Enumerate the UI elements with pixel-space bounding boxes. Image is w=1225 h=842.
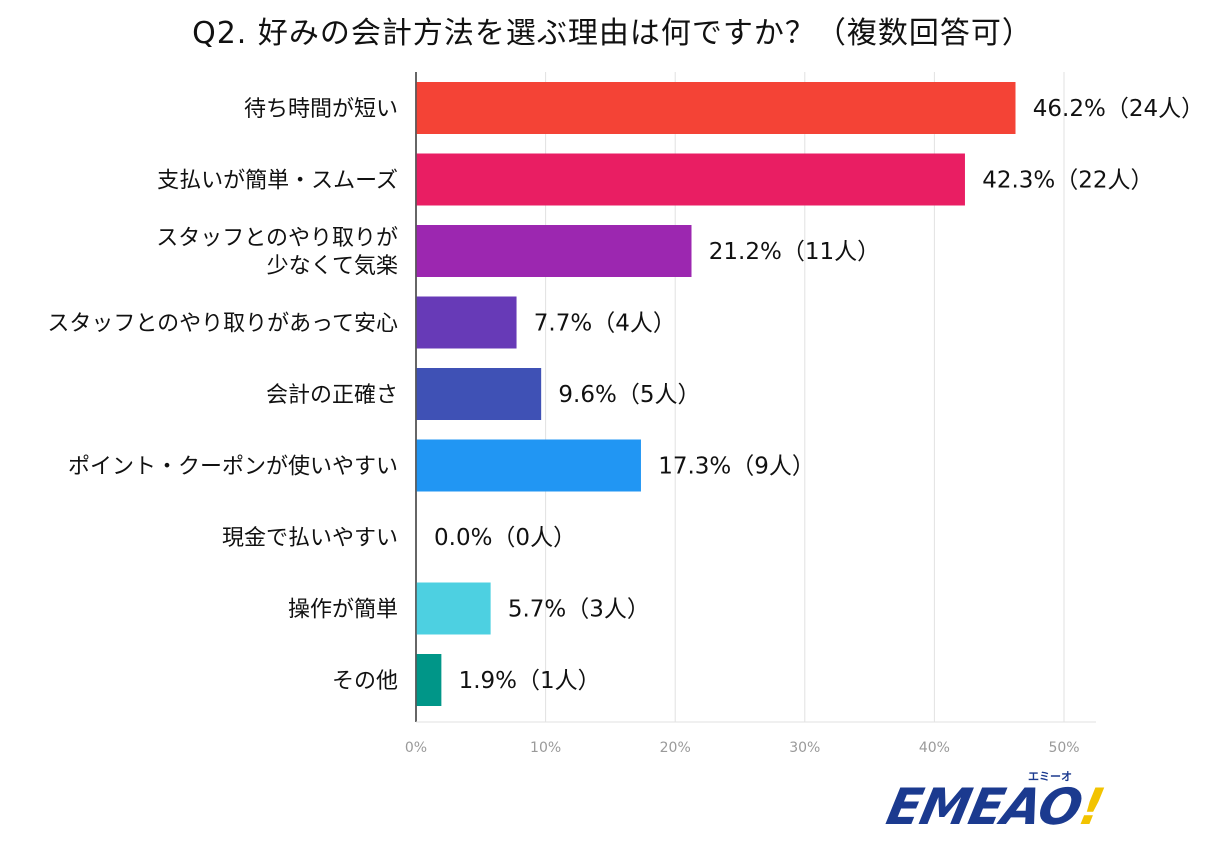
bar: [416, 296, 517, 349]
data-label: 17.3%（9人）: [658, 454, 815, 480]
x-tick-label: 20%: [660, 740, 691, 756]
category-label: スタッフとのやり取りが: [156, 226, 398, 251]
x-tick-label: 0%: [405, 740, 427, 756]
chart-title: Q2. 好みの会計方法を選ぶ理由は何ですか？（複数回答可）: [192, 16, 1033, 51]
data-label: 1.9%（1人）: [459, 668, 601, 694]
category-label: ポイント・クーポンが使いやすい: [68, 455, 398, 480]
category-label: スタッフとのやり取りがあって安心: [47, 312, 398, 337]
category-label: 操作が簡単: [288, 598, 398, 623]
logo-subtitle: エミーオ: [1028, 770, 1072, 783]
data-label: 5.7%（3人）: [508, 597, 650, 623]
bar: [416, 153, 965, 206]
category-label: 少なくて気楽: [267, 254, 398, 279]
bar: [416, 368, 542, 420]
category-label: 支払いが簡単・スムーズ: [157, 169, 398, 194]
x-tick-label: 10%: [530, 740, 561, 756]
brand-logo: エミーオ EMEAO!: [882, 768, 1109, 838]
category-label: 現金で払いやすい: [222, 526, 398, 551]
bar: [416, 439, 641, 492]
category-label: 会計の正確さ: [266, 383, 398, 408]
bar: [416, 82, 1016, 134]
data-label: 0.0%（0人）: [434, 525, 576, 551]
bar: [416, 582, 491, 635]
data-label: 21.2%（11人）: [709, 239, 880, 265]
data-label: 7.7%（4人）: [534, 311, 676, 337]
bar: [416, 654, 442, 706]
category-label: その他: [332, 669, 398, 694]
logo-wordmark: EMEAO!: [881, 778, 1109, 836]
bar: [416, 225, 692, 277]
data-label: 9.6%（5人）: [558, 382, 700, 408]
data-label: 46.2%（24人）: [1033, 96, 1204, 122]
x-tick-label: 30%: [789, 740, 820, 756]
category-label: 待ち時間が短い: [244, 97, 398, 122]
x-tick-label: 50%: [1048, 740, 1079, 756]
data-label: 42.3%（22人）: [982, 168, 1153, 194]
x-tick-label: 40%: [919, 740, 950, 756]
